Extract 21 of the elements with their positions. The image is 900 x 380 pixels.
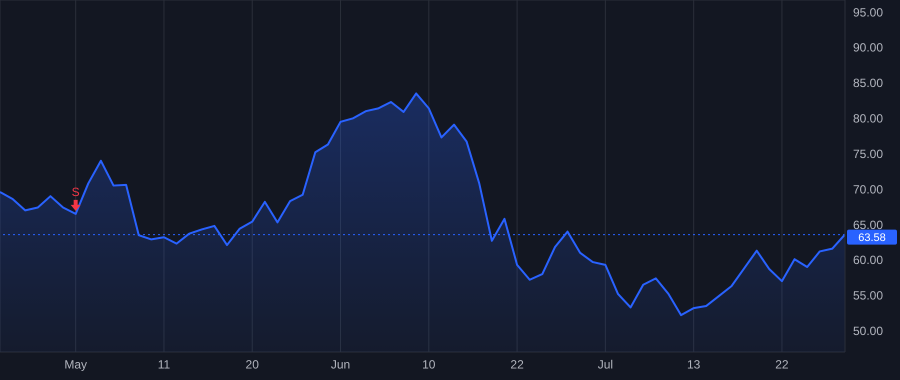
y-tick-label: 85.00 <box>853 76 884 90</box>
ref-line-label: 63.58 <box>858 232 886 244</box>
x-tick-label: 10 <box>422 358 436 372</box>
x-tick-label: Jul <box>598 358 614 372</box>
y-tick-label: 65.00 <box>853 218 884 232</box>
y-tick-label: 60.00 <box>853 253 884 268</box>
y-tick-label: 95.00 <box>853 5 884 20</box>
annotation: S <box>72 184 80 199</box>
y-tick-label: 55.00 <box>853 288 884 303</box>
x-tick-label: 13 <box>686 358 701 372</box>
y-tick-label: 75.00 <box>853 146 884 161</box>
y-tick-label: 90.00 <box>853 40 884 55</box>
x-tick-label: Jun <box>330 358 350 372</box>
x-tick-label: 20 <box>246 358 260 372</box>
x-tick-label: 11 <box>158 358 171 372</box>
x-tick-label: May <box>64 358 88 372</box>
x-tick-label: 22 <box>510 358 524 372</box>
y-tick-label: 50.00 <box>853 324 884 338</box>
y-tick-label: 70.00 <box>853 182 884 196</box>
y-tick-label: 80.00 <box>853 112 884 126</box>
x-tick-label: 22 <box>775 358 789 372</box>
